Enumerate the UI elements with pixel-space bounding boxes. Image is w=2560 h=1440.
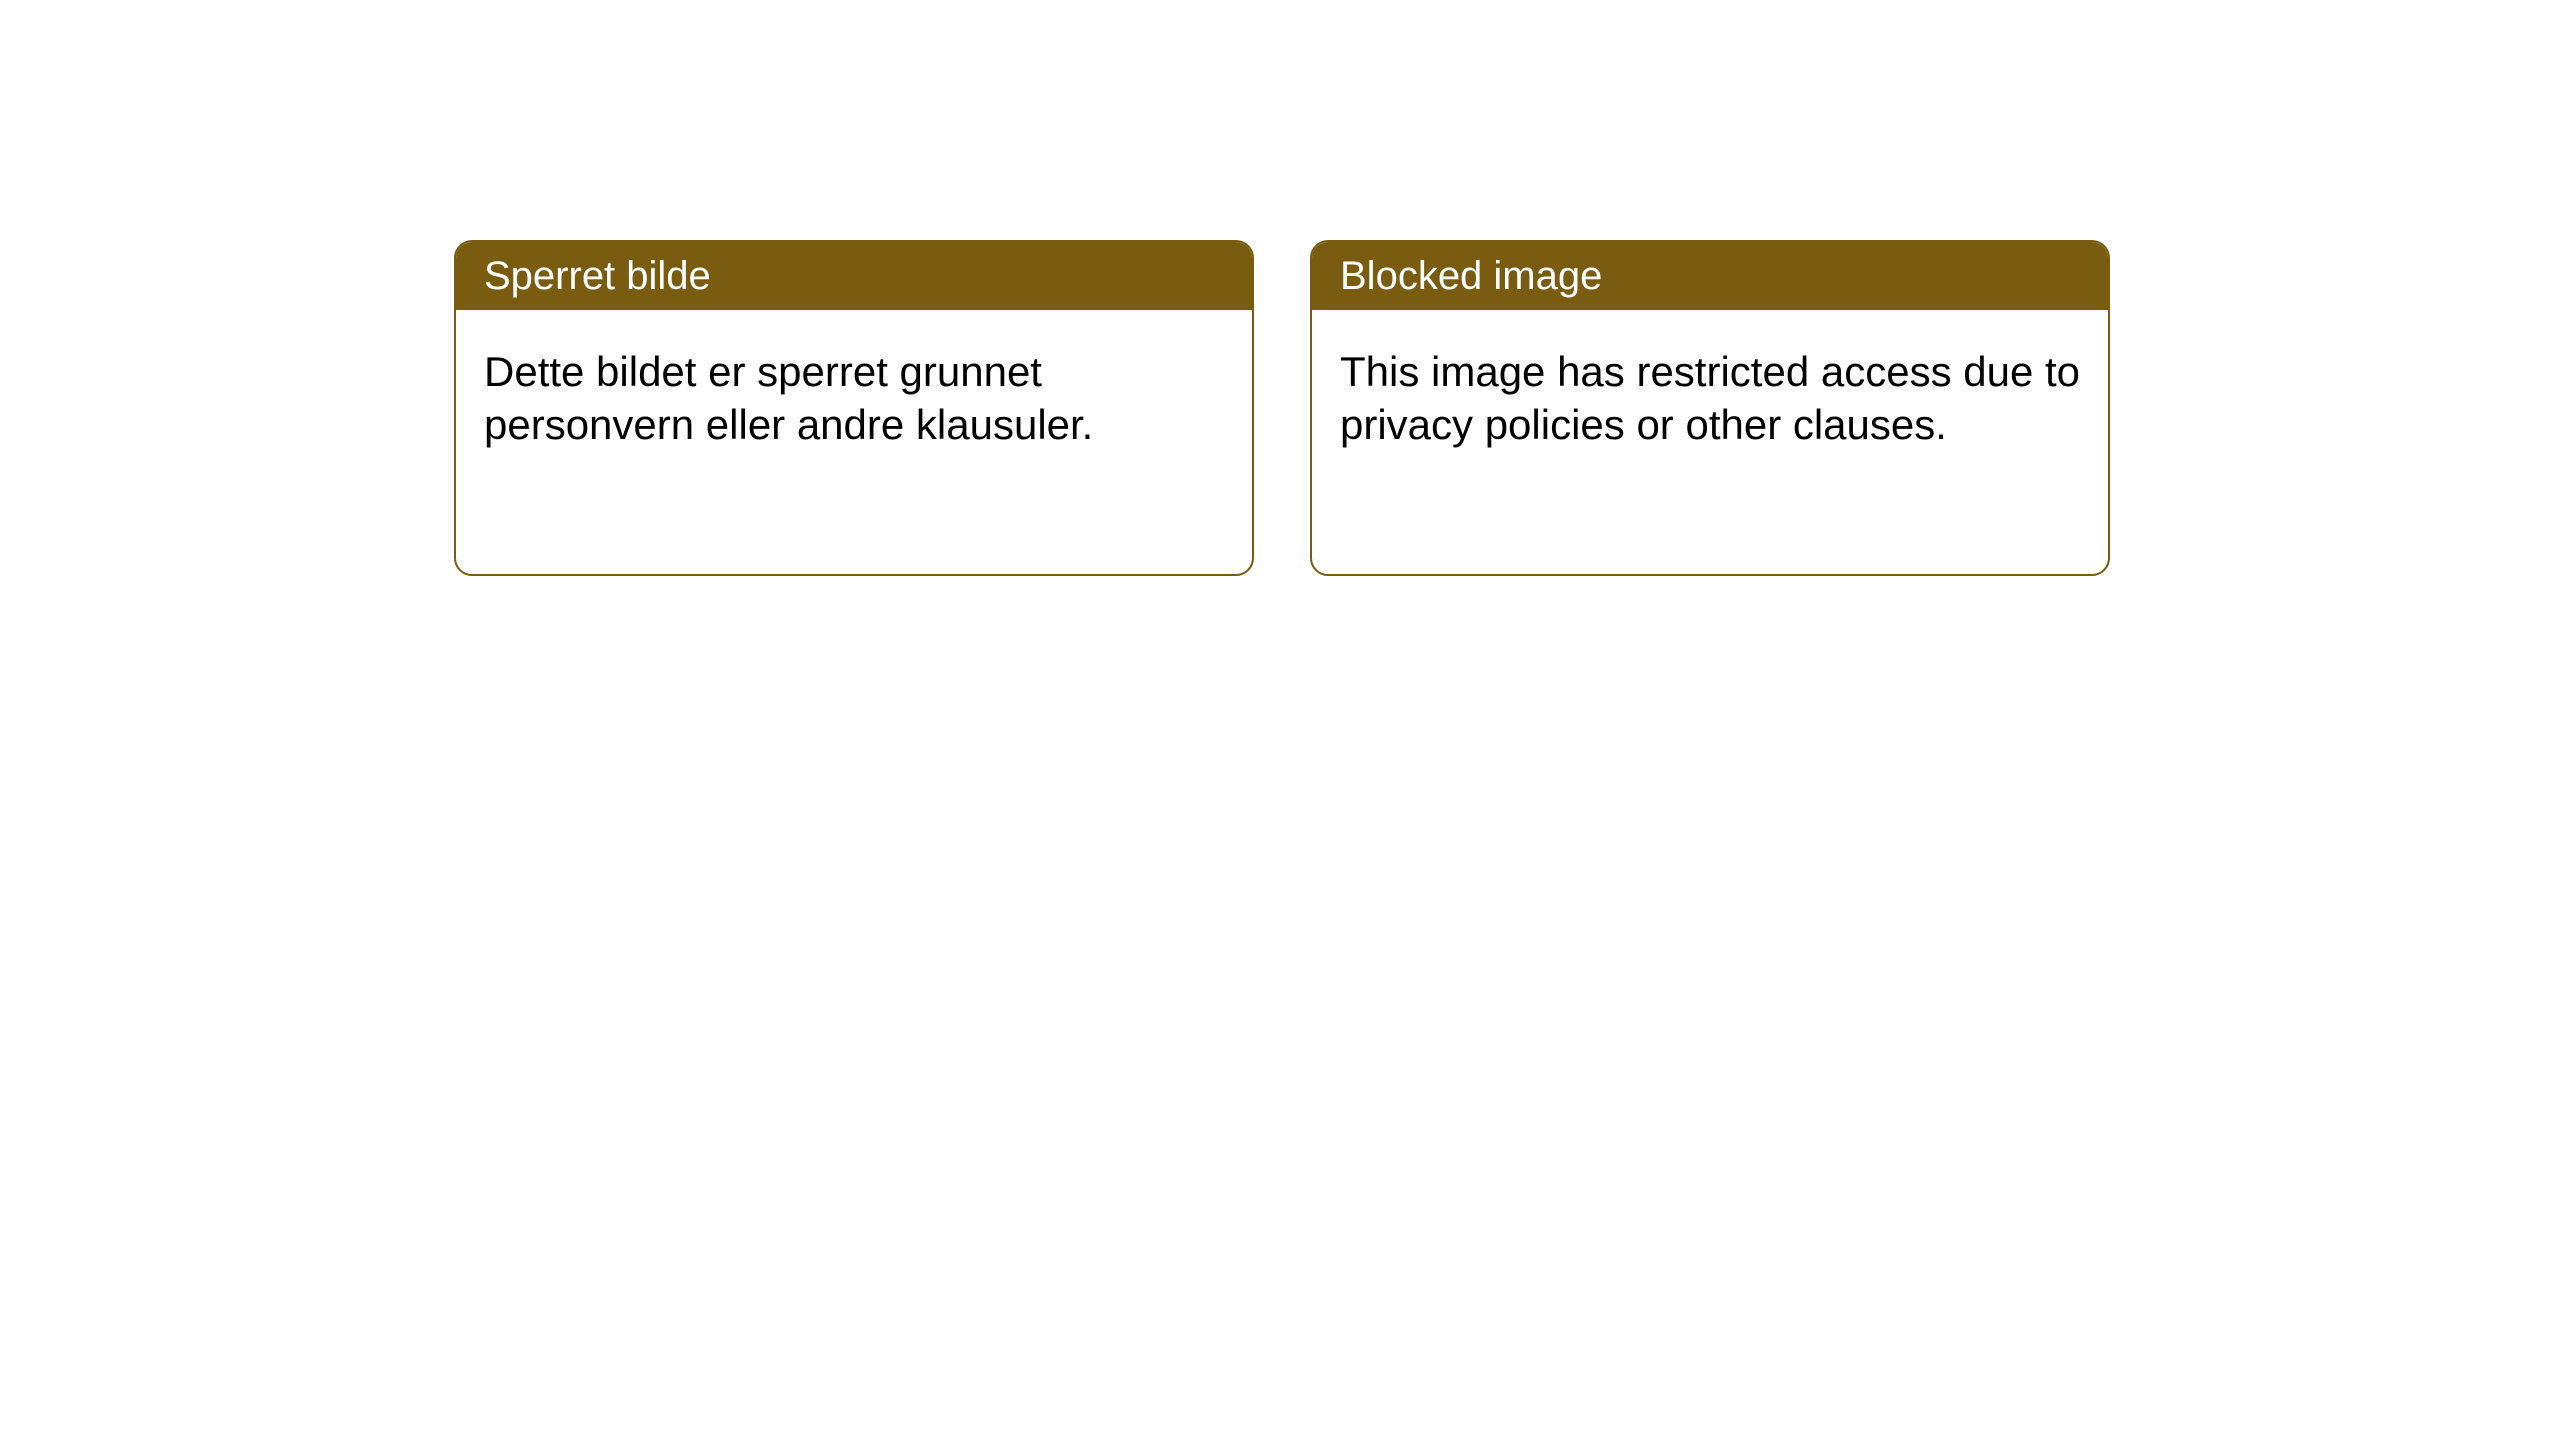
card-title: Sperret bilde: [484, 254, 711, 298]
card-body-text: Dette bildet er sperret grunnet personve…: [484, 348, 1093, 448]
card-title: Blocked image: [1340, 254, 1602, 298]
card-body: Dette bildet er sperret grunnet personve…: [456, 310, 1252, 487]
notice-card-english: Blocked image This image has restricted …: [1310, 240, 2110, 576]
card-header: Blocked image: [1312, 242, 2108, 310]
card-body: This image has restricted access due to …: [1312, 310, 2108, 487]
notice-cards-container: Sperret bilde Dette bildet er sperret gr…: [454, 240, 2110, 576]
card-body-text: This image has restricted access due to …: [1340, 348, 2080, 448]
card-header: Sperret bilde: [456, 242, 1252, 310]
notice-card-norwegian: Sperret bilde Dette bildet er sperret gr…: [454, 240, 1254, 576]
